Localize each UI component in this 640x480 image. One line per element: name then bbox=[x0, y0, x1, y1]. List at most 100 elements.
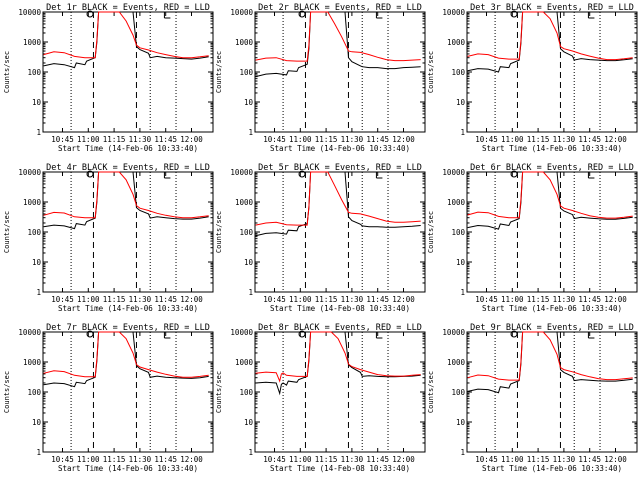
plot-frame bbox=[254, 331, 426, 453]
top-circle-marker bbox=[298, 10, 306, 18]
events-series-line bbox=[467, 171, 633, 230]
y-tick-label: 100 bbox=[451, 228, 465, 237]
plot-frame bbox=[42, 171, 214, 293]
x-tick-label: 11:15 bbox=[103, 295, 126, 304]
y-tick-label: 100 bbox=[239, 68, 253, 77]
panel: Det 8r BLACK = Events, RED = LLD 1 10 100 10… bbox=[215, 323, 426, 473]
y-tick-label: 1 bbox=[36, 288, 41, 297]
x-axis-label: Start Time (14-Feb-06 10:33:40) bbox=[58, 464, 198, 473]
x-tick-label: 11:45 bbox=[154, 455, 177, 464]
y-tick-label: 10000 bbox=[230, 328, 253, 337]
x-tick-label: 11:00 bbox=[289, 295, 312, 304]
plot-frame bbox=[466, 11, 638, 133]
y-tick-label: 10000 bbox=[442, 8, 465, 17]
y-tick-label: 1 bbox=[248, 288, 253, 297]
y-tick-label: 10000 bbox=[230, 8, 253, 17]
x-tick-label: 11:15 bbox=[103, 455, 126, 464]
y-tick-label: 1000 bbox=[235, 198, 254, 207]
y-tick-label: 100 bbox=[451, 68, 465, 77]
y-tick-label: 1000 bbox=[447, 38, 466, 47]
x-axis-label: Start Time (14-Feb-08 10:33:40) bbox=[270, 304, 410, 313]
panel: Det 2r BLACK = Events, RED = LLD 1 10 100 10… bbox=[215, 3, 426, 153]
x-tick-label: 10:45 bbox=[51, 295, 74, 304]
y-tick-label: 10 bbox=[32, 98, 42, 107]
y-tick-label: 10 bbox=[456, 418, 466, 427]
x-tick-label: 11:30 bbox=[341, 135, 364, 144]
x-tick-label: 11:30 bbox=[341, 295, 364, 304]
x-tick-label: 10:45 bbox=[263, 135, 286, 144]
x-tick-label: 12:00 bbox=[604, 135, 627, 144]
panel: Det 3r BLACK = Events, RED = LLD 1 10 100 10… bbox=[427, 3, 638, 153]
y-tick-label: 1 bbox=[248, 448, 253, 457]
x-tick-label: 11:45 bbox=[578, 135, 601, 144]
panel: Det 9r BLACK = Events, RED = LLD 1 10 100 10… bbox=[427, 323, 638, 473]
y-tick-label: 10000 bbox=[18, 328, 41, 337]
panel: Det 4r BLACK = Events, RED = LLD 1 10 100 10… bbox=[3, 163, 214, 313]
x-tick-label: 12:00 bbox=[604, 455, 627, 464]
y-tick-label: 1 bbox=[36, 128, 41, 137]
top-circle-marker bbox=[510, 170, 518, 178]
x-tick-label: 10:45 bbox=[475, 135, 498, 144]
y-tick-label: 1000 bbox=[447, 198, 466, 207]
panel-title: Det 2r BLACK = Events, RED = LLD bbox=[258, 3, 422, 13]
y-tick-label: 10 bbox=[32, 418, 42, 427]
y-axis-label: Counts/sec bbox=[427, 211, 435, 253]
x-tick-label: 12:00 bbox=[392, 135, 415, 144]
y-tick-label: 10000 bbox=[18, 8, 41, 17]
events-series-line bbox=[255, 11, 421, 78]
events-series-line bbox=[255, 331, 421, 396]
x-tick-label: 11:45 bbox=[366, 455, 389, 464]
x-tick-label: 11:30 bbox=[553, 455, 576, 464]
x-tick-label: 11:15 bbox=[527, 295, 550, 304]
x-tick-label: 11:15 bbox=[315, 455, 338, 464]
panel-title: Det 6r BLACK = Events, RED = LLD bbox=[470, 163, 634, 173]
y-tick-label: 10 bbox=[244, 98, 254, 107]
y-axis-label: Counts/sec bbox=[427, 51, 435, 93]
x-tick-label: 11:30 bbox=[129, 455, 152, 464]
y-tick-label: 1000 bbox=[235, 358, 254, 367]
y-tick-label: 10 bbox=[244, 418, 254, 427]
lld-series-line bbox=[467, 11, 633, 61]
x-tick-label: 11:45 bbox=[154, 295, 177, 304]
y-tick-label: 10 bbox=[244, 258, 254, 267]
lld-series-line bbox=[43, 11, 209, 59]
x-tick-label: 11:30 bbox=[553, 135, 576, 144]
x-tick-label: 10:45 bbox=[51, 455, 74, 464]
x-tick-label: 11:45 bbox=[578, 295, 601, 304]
y-axis-label: Counts/sec bbox=[215, 211, 223, 253]
x-axis-label: Start Time (14-Feb-06 10:33:40) bbox=[58, 304, 198, 313]
panel-title: Det 3r BLACK = Events, RED = LLD bbox=[470, 3, 634, 13]
plot-frame bbox=[42, 11, 214, 133]
events-series-line bbox=[467, 331, 633, 394]
x-tick-label: 10:45 bbox=[475, 295, 498, 304]
y-tick-label: 100 bbox=[27, 68, 41, 77]
top-circle-marker bbox=[86, 170, 94, 178]
y-axis-label: Counts/sec bbox=[215, 51, 223, 93]
x-tick-label: 11:30 bbox=[553, 295, 576, 304]
top-bracket-marker bbox=[587, 12, 595, 19]
x-tick-label: 11:30 bbox=[129, 295, 152, 304]
y-tick-label: 10 bbox=[32, 258, 42, 267]
x-tick-label: 12:00 bbox=[604, 295, 627, 304]
x-axis-label: Start Time (14-Feb-06 10:33:40) bbox=[482, 464, 622, 473]
x-tick-label: 11:00 bbox=[77, 455, 100, 464]
x-tick-label: 12:00 bbox=[392, 455, 415, 464]
y-tick-label: 100 bbox=[239, 388, 253, 397]
x-tick-label: 11:15 bbox=[315, 135, 338, 144]
y-tick-label: 10000 bbox=[442, 328, 465, 337]
top-circle-marker bbox=[86, 10, 94, 18]
y-tick-label: 1 bbox=[460, 288, 465, 297]
x-tick-label: 11:00 bbox=[289, 455, 312, 464]
plot-frame bbox=[42, 331, 214, 453]
x-tick-label: 11:30 bbox=[341, 455, 364, 464]
events-series-line bbox=[467, 11, 633, 73]
top-bracket-marker bbox=[163, 172, 171, 179]
y-tick-label: 1 bbox=[460, 128, 465, 137]
y-tick-label: 10 bbox=[456, 98, 466, 107]
y-tick-label: 1000 bbox=[23, 358, 42, 367]
x-tick-label: 10:45 bbox=[263, 295, 286, 304]
x-tick-label: 11:00 bbox=[501, 455, 524, 464]
top-circle-marker bbox=[298, 330, 306, 338]
panel-title: Det 1r BLACK = Events, RED = LLD bbox=[46, 3, 210, 13]
y-tick-label: 100 bbox=[27, 228, 41, 237]
